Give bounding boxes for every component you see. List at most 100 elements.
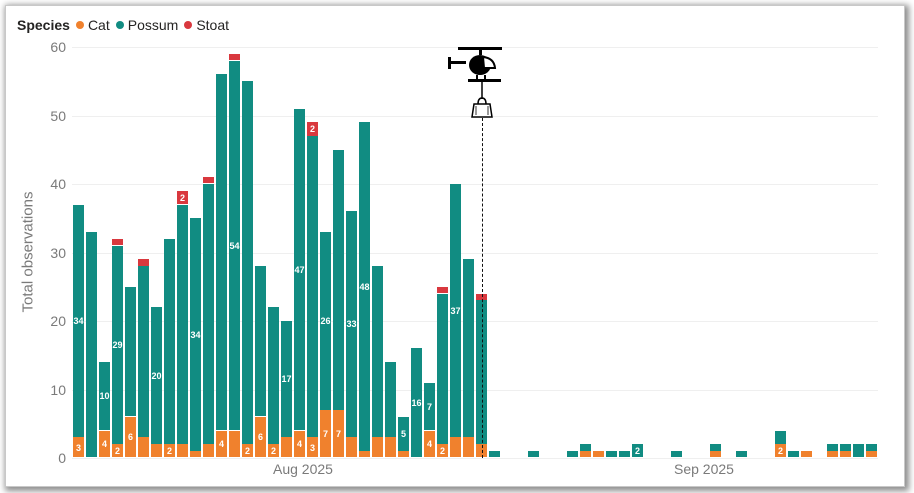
- bar-segment-cat[interactable]: [281, 437, 292, 458]
- bar-segment-stoat[interactable]: [476, 293, 487, 300]
- bar-segment-possum[interactable]: [138, 266, 149, 437]
- bar-segment-possum[interactable]: [229, 60, 240, 431]
- bar-segment-cat[interactable]: [476, 444, 487, 458]
- bar-segment-stoat[interactable]: [307, 122, 318, 136]
- bar-segment-possum[interactable]: [398, 416, 409, 451]
- bar-segment-possum[interactable]: [606, 451, 617, 458]
- bar-segment-cat[interactable]: [372, 437, 383, 458]
- bar-segment-cat[interactable]: [450, 437, 461, 458]
- bar-segment-cat[interactable]: [268, 444, 279, 458]
- bar-segment-cat[interactable]: [840, 451, 851, 458]
- legend-entry-stoat[interactable]: Stoat: [184, 17, 229, 33]
- bar-segment-stoat[interactable]: [112, 238, 123, 246]
- bar-segment-possum[interactable]: [840, 444, 851, 451]
- bar-segment-possum[interactable]: [450, 184, 461, 437]
- bar-segment-cat[interactable]: [190, 451, 201, 458]
- bar-segment-stoat[interactable]: [437, 286, 448, 294]
- bar-segment-possum[interactable]: [268, 307, 279, 444]
- bar-segment-cat[interactable]: [125, 416, 136, 458]
- bar-segment-possum[interactable]: [632, 444, 643, 458]
- bar-segment-stoat[interactable]: [177, 190, 188, 205]
- bar-segment-cat[interactable]: [177, 444, 188, 458]
- bar-segment-possum[interactable]: [489, 451, 500, 458]
- bar-segment-possum[interactable]: [788, 451, 799, 458]
- bar-segment-cat[interactable]: [385, 437, 396, 458]
- bar-segment-cat[interactable]: [112, 444, 123, 458]
- bar-segment-cat[interactable]: [151, 444, 162, 458]
- bar-segment-cat[interactable]: [333, 410, 344, 458]
- bar-segment-cat[interactable]: [229, 430, 240, 458]
- bar-segment-possum[interactable]: [333, 149, 344, 410]
- bar-segment-possum[interactable]: [580, 444, 591, 451]
- bar-segment-cat[interactable]: [346, 437, 357, 458]
- legend-entry-cat[interactable]: Cat: [75, 17, 110, 33]
- legend-entry-possum[interactable]: Possum: [115, 17, 178, 33]
- data-label: 4: [101, 439, 107, 450]
- bar-segment-possum[interactable]: [164, 238, 175, 444]
- bar-segment-possum[interactable]: [710, 444, 721, 451]
- bar-segment-possum[interactable]: [346, 211, 357, 437]
- bar-segment-possum[interactable]: [827, 444, 838, 451]
- bar-segment-possum[interactable]: [736, 451, 747, 458]
- bar-segment-cat[interactable]: [255, 416, 266, 458]
- bar-segment-cat[interactable]: [203, 444, 214, 458]
- bar-segment-cat[interactable]: [73, 437, 84, 458]
- bar-segment-cat[interactable]: [320, 410, 331, 458]
- bar-segment-possum[interactable]: [853, 444, 864, 458]
- bar-segment-cat[interactable]: [463, 437, 474, 458]
- bar-segment-possum[interactable]: [99, 362, 110, 431]
- drop-marker-line: [482, 118, 483, 458]
- bar-segment-possum[interactable]: [294, 108, 305, 431]
- bar-segment-possum[interactable]: [671, 451, 682, 458]
- bar-segment-possum[interactable]: [385, 362, 396, 437]
- bar-segment-cat[interactable]: [593, 451, 604, 458]
- bar-segment-stoat[interactable]: [229, 53, 240, 61]
- bar-segment-possum[interactable]: [281, 321, 292, 437]
- bar-segment-cat[interactable]: [294, 430, 305, 458]
- bar-segment-cat[interactable]: [359, 451, 370, 458]
- bar-segment-possum[interactable]: [86, 231, 97, 458]
- bar-segment-cat[interactable]: [827, 451, 838, 458]
- bar-segment-cat[interactable]: [398, 451, 409, 458]
- bar-segment-possum[interactable]: [320, 231, 331, 410]
- bar-segment-possum[interactable]: [619, 451, 630, 458]
- bar-segment-possum[interactable]: [528, 451, 539, 458]
- bar-segment-cat[interactable]: [242, 444, 253, 458]
- bar-segment-possum[interactable]: [216, 74, 227, 431]
- bar-segment-possum[interactable]: [359, 122, 370, 451]
- bar-segment-cat[interactable]: [99, 430, 110, 458]
- bar-segment-stoat[interactable]: [203, 177, 214, 184]
- data-label: 34: [190, 329, 201, 340]
- bar-segment-possum[interactable]: [437, 293, 448, 444]
- bar-segment-possum[interactable]: [411, 348, 422, 458]
- bar-segment-cat[interactable]: [866, 451, 877, 458]
- bar-segment-possum[interactable]: [866, 444, 877, 451]
- bar-segment-possum[interactable]: [177, 204, 188, 444]
- bar-segment-possum[interactable]: [424, 382, 435, 431]
- bar-segment-possum[interactable]: [307, 136, 318, 437]
- bar-segment-cat[interactable]: [216, 430, 227, 458]
- bar-segment-cat[interactable]: [437, 444, 448, 458]
- bar-segment-cat[interactable]: [138, 437, 149, 458]
- bar-segment-possum[interactable]: [112, 245, 123, 444]
- bar-segment-cat[interactable]: [424, 430, 435, 458]
- bar-segment-possum[interactable]: [73, 204, 84, 437]
- bar-segment-stoat[interactable]: [138, 259, 149, 266]
- bar-segment-cat[interactable]: [580, 451, 591, 458]
- bar-segment-possum[interactable]: [255, 266, 266, 417]
- bar-segment-possum[interactable]: [463, 259, 474, 437]
- bar-segment-cat[interactable]: [775, 444, 786, 458]
- bar-segment-possum[interactable]: [203, 184, 214, 444]
- bar-segment-cat[interactable]: [307, 437, 318, 458]
- bar-segment-possum[interactable]: [190, 218, 201, 451]
- bar-segment-cat[interactable]: [801, 451, 812, 458]
- bar-segment-cat[interactable]: [164, 444, 175, 458]
- bar-segment-cat[interactable]: [710, 451, 721, 458]
- bar-segment-possum[interactable]: [125, 286, 136, 417]
- bar-segment-possum[interactable]: [242, 81, 253, 444]
- bar-segment-possum[interactable]: [151, 307, 162, 444]
- bar-segment-possum[interactable]: [775, 430, 786, 444]
- bar-segment-possum[interactable]: [372, 266, 383, 437]
- bar-segment-possum[interactable]: [476, 300, 487, 444]
- bar-segment-possum[interactable]: [567, 451, 578, 458]
